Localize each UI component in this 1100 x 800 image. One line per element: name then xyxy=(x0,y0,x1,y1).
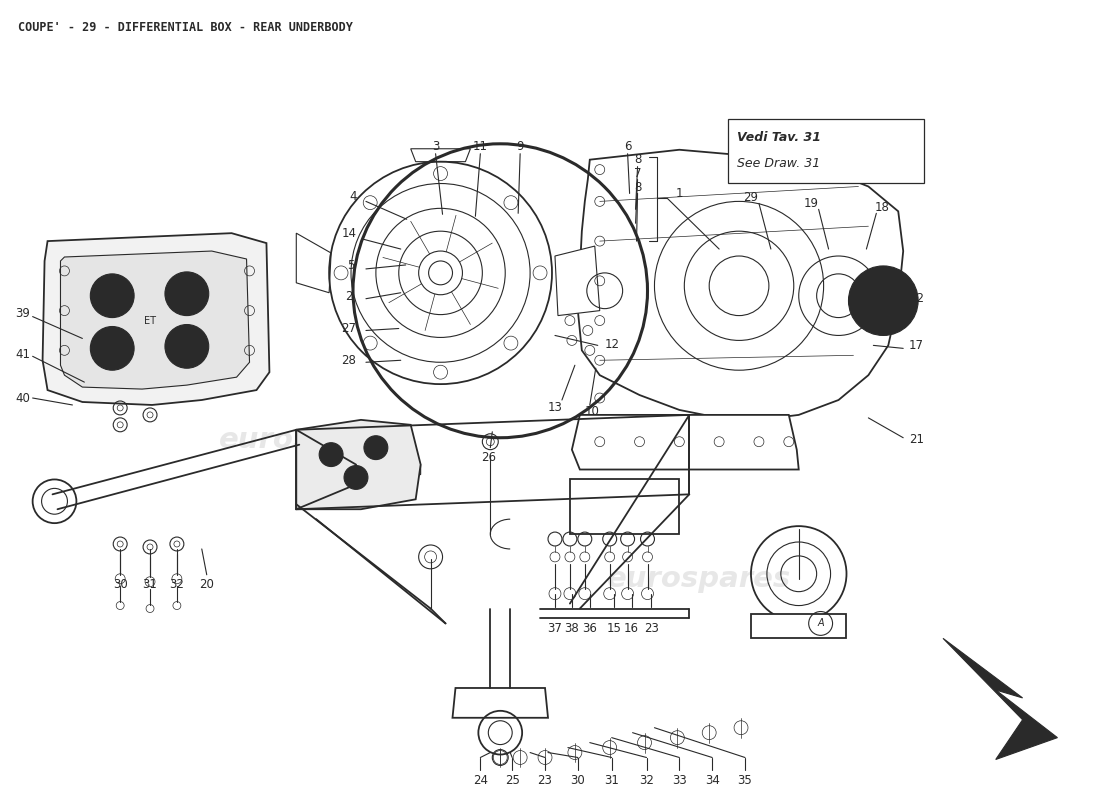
Polygon shape xyxy=(341,440,420,499)
Polygon shape xyxy=(751,614,847,638)
Text: 3: 3 xyxy=(432,140,439,154)
Text: Vedi Tav. 31: Vedi Tav. 31 xyxy=(737,131,821,144)
Circle shape xyxy=(90,274,134,318)
Text: 30: 30 xyxy=(113,578,128,591)
Text: 36: 36 xyxy=(582,622,597,635)
Text: eurospares: eurospares xyxy=(219,426,404,454)
Circle shape xyxy=(364,436,388,459)
Text: 30: 30 xyxy=(571,774,585,787)
Text: 14: 14 xyxy=(341,226,356,240)
Text: 18: 18 xyxy=(874,201,890,214)
Circle shape xyxy=(90,326,134,370)
Circle shape xyxy=(165,325,209,368)
Text: 2: 2 xyxy=(345,290,353,303)
Text: 29: 29 xyxy=(744,191,759,204)
Text: eurospares: eurospares xyxy=(607,565,791,593)
Text: 16: 16 xyxy=(624,622,639,635)
Polygon shape xyxy=(296,420,420,510)
Text: ET: ET xyxy=(144,315,156,326)
Text: 38: 38 xyxy=(564,622,580,635)
Text: 32: 32 xyxy=(639,774,653,787)
Text: 6: 6 xyxy=(624,140,631,154)
Text: A: A xyxy=(817,618,824,629)
Text: 24: 24 xyxy=(473,774,488,787)
Text: 20: 20 xyxy=(199,578,214,591)
Text: 35: 35 xyxy=(738,774,752,787)
Text: 34: 34 xyxy=(705,774,719,787)
Polygon shape xyxy=(410,149,471,162)
Polygon shape xyxy=(60,251,250,389)
Circle shape xyxy=(319,442,343,466)
Circle shape xyxy=(848,266,918,335)
Text: 8: 8 xyxy=(634,153,641,166)
Text: 7: 7 xyxy=(634,167,641,180)
Circle shape xyxy=(165,272,209,315)
Circle shape xyxy=(344,466,367,490)
Text: 17: 17 xyxy=(909,339,924,352)
Text: 25: 25 xyxy=(505,774,519,787)
Text: 37: 37 xyxy=(548,622,562,635)
Text: 9: 9 xyxy=(516,140,524,154)
Text: 8: 8 xyxy=(634,181,641,194)
Polygon shape xyxy=(570,479,680,534)
Text: 19: 19 xyxy=(803,197,818,210)
Text: 31: 31 xyxy=(604,774,619,787)
Text: 5: 5 xyxy=(348,259,354,273)
Text: 13: 13 xyxy=(548,402,562,414)
Text: 10: 10 xyxy=(584,406,600,418)
Text: 21: 21 xyxy=(909,434,924,446)
Text: 23: 23 xyxy=(644,622,659,635)
Text: 31: 31 xyxy=(143,578,157,591)
Polygon shape xyxy=(578,150,903,420)
Text: 33: 33 xyxy=(672,774,686,787)
Text: 28: 28 xyxy=(342,354,356,366)
Polygon shape xyxy=(572,415,799,470)
FancyBboxPatch shape xyxy=(728,119,924,182)
Text: 39: 39 xyxy=(15,307,30,320)
Text: See Draw. 31: See Draw. 31 xyxy=(737,157,821,170)
Polygon shape xyxy=(43,233,270,405)
Text: 4: 4 xyxy=(349,190,356,203)
Text: 23: 23 xyxy=(538,774,552,787)
Text: 41: 41 xyxy=(15,348,30,361)
Text: 22: 22 xyxy=(909,292,924,306)
Text: 32: 32 xyxy=(169,578,185,591)
Text: COUPE' - 29 - DIFFERENTIAL BOX - REAR UNDERBODY: COUPE' - 29 - DIFFERENTIAL BOX - REAR UN… xyxy=(18,21,353,34)
Polygon shape xyxy=(452,688,548,718)
Text: 26: 26 xyxy=(481,451,496,464)
Polygon shape xyxy=(556,246,600,315)
Text: 15: 15 xyxy=(606,622,621,635)
Text: 12: 12 xyxy=(604,338,619,351)
Text: 40: 40 xyxy=(15,391,30,405)
Polygon shape xyxy=(296,233,331,293)
Polygon shape xyxy=(943,638,1057,759)
Text: 11: 11 xyxy=(473,140,488,154)
Text: 27: 27 xyxy=(341,322,356,335)
Text: 1: 1 xyxy=(675,187,683,200)
